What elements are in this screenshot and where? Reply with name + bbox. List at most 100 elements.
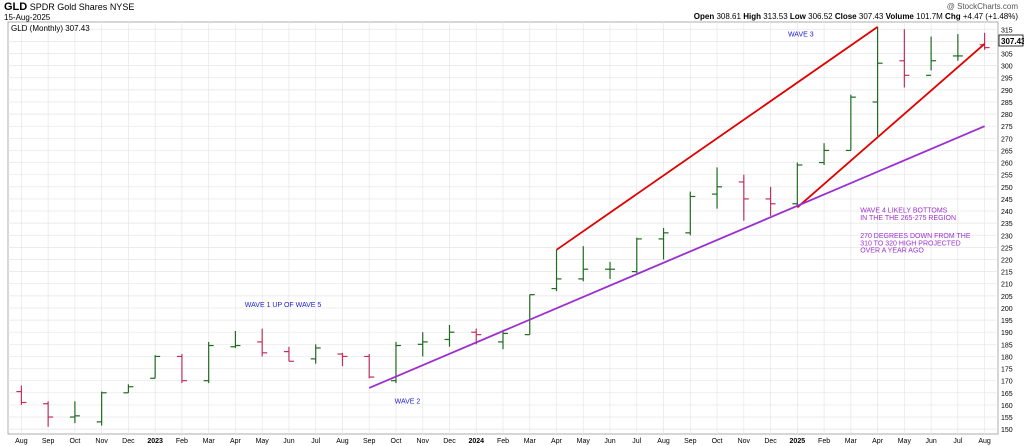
y-tick-label: 180 xyxy=(1001,354,1013,361)
x-tick-label: Sep xyxy=(684,438,697,445)
high-label: High xyxy=(743,12,761,21)
chg-value: +4.47 (+1.48%) xyxy=(962,12,1018,21)
x-tick-label: Aug xyxy=(978,438,991,445)
y-tick-label: 150 xyxy=(1001,427,1013,434)
x-tick-label: Apr xyxy=(230,438,242,445)
x-tick-label: Dec xyxy=(443,438,456,445)
ohlc-bar xyxy=(283,346,294,362)
channel-lower xyxy=(796,43,986,209)
ohlc-bar xyxy=(819,143,830,165)
x-tick-label: 2025 xyxy=(790,438,806,445)
open-value: 308.61 xyxy=(716,12,741,21)
ohlc-bar xyxy=(765,186,776,216)
x-tick-label: Jun xyxy=(283,438,294,445)
y-tick-label: 270 xyxy=(1001,136,1013,143)
ohlc-bar xyxy=(872,26,883,136)
ohlc-bar xyxy=(257,328,268,357)
low-label: Low xyxy=(789,12,806,21)
y-tick-label: 240 xyxy=(1001,209,1013,216)
x-tick-label: Jun xyxy=(604,438,615,445)
security-name: SPDR Gold Shares xyxy=(29,2,108,12)
x-tick-label: Aug xyxy=(657,438,670,445)
chg-label: Chg xyxy=(945,12,961,21)
ohlc-bar xyxy=(444,324,455,347)
annotation-text: 310 TO 320 HIGH PROJECTED xyxy=(860,240,961,247)
trend-lines xyxy=(368,26,986,389)
x-tick-label: 2023 xyxy=(147,438,163,445)
ohlc-bar xyxy=(658,228,669,260)
y-tick-label: 230 xyxy=(1001,233,1013,240)
x-tick-label: Jul xyxy=(632,438,641,445)
ohlc-bar xyxy=(337,352,348,367)
ohlc-bar xyxy=(605,261,616,279)
annotation-text: WAVE 4 LIKELY BOTTOMS xyxy=(860,208,947,215)
annotation-text: IN THE THE 265-275 REGION xyxy=(860,215,956,222)
ohlc-bar xyxy=(524,294,535,336)
ohlc-bar xyxy=(364,354,375,379)
y-tick-label: 255 xyxy=(1001,173,1013,180)
annotation-text: WAVE 2 xyxy=(395,399,421,406)
x-tick-label: Nov xyxy=(738,438,751,445)
chart-date: 15-Aug-2025 xyxy=(4,13,51,22)
x-tick-label: Dec xyxy=(764,438,777,445)
ohlc-bar xyxy=(43,401,54,427)
ohlc-bar xyxy=(69,401,80,424)
annotation-text: WAVE 1 UP OF WAVE 5 xyxy=(245,302,322,309)
x-tick-label: Nov xyxy=(95,438,108,445)
y-tick-label: 235 xyxy=(1001,221,1013,228)
x-tick-label: Jun xyxy=(925,438,936,445)
y-tick-label: 250 xyxy=(1001,185,1013,192)
x-tick-label: Aug xyxy=(15,438,28,445)
ohlc-bar xyxy=(631,237,642,275)
y-tick-label: 155 xyxy=(1001,415,1013,422)
volume-value: 101.7M xyxy=(916,12,943,21)
last-price-label: 307.43 xyxy=(1001,37,1024,46)
ohlc-bar xyxy=(96,391,107,426)
ohlc-bars xyxy=(16,26,990,427)
y-tick-label: 295 xyxy=(1001,76,1013,83)
x-tick-label: Mar xyxy=(845,438,858,445)
ohlc-bar xyxy=(578,246,589,282)
y-tick-label: 195 xyxy=(1001,318,1013,325)
x-tick-label: Apr xyxy=(551,438,563,445)
trendline xyxy=(368,125,985,389)
ohlc-bar xyxy=(16,385,27,405)
grid xyxy=(8,22,998,434)
ohlc-bar xyxy=(712,167,723,209)
ohlc-bar xyxy=(551,249,562,292)
high-value: 313.53 xyxy=(763,12,788,21)
x-tick-label: Sep xyxy=(42,438,55,445)
annotation-text: 270 DEGREES DOWN FROM THE xyxy=(860,233,971,240)
close-label: Close xyxy=(834,12,857,21)
annotations: WAVE 1 UP OF WAVE 5 WAVE 2 WAVE 3 WAVE 4 LI… xyxy=(245,32,971,406)
x-tick-label: Dec xyxy=(122,438,135,445)
ohlc-bar xyxy=(176,354,187,384)
ohlc-bar xyxy=(792,162,803,207)
x-tick-label: Oct xyxy=(391,438,402,445)
y-axis-labels: 150 155 160 165 170 175 180 185 190 195 200 205 210 2… xyxy=(1001,27,1013,434)
watermark: @ StockCharts.com xyxy=(946,2,1018,11)
ohlc-bar xyxy=(952,34,963,61)
channel-upper xyxy=(556,26,879,251)
ohlc-bar xyxy=(123,384,134,394)
ohlc-bar xyxy=(203,341,214,384)
y-tick-label: 265 xyxy=(1001,148,1013,155)
y-tick-label: 185 xyxy=(1001,342,1013,349)
volume-label: Volume xyxy=(885,12,914,21)
ohlc-bar xyxy=(738,174,749,221)
x-axis-labels: Aug Sep Oct Nov Dec 2023 Feb Mar Apr May Jun Jul Aug… xyxy=(15,438,991,445)
x-tick-label: Oct xyxy=(712,438,723,445)
ohlc-bar xyxy=(685,191,696,236)
y-tick-label: 190 xyxy=(1001,330,1013,337)
x-tick-label: Jul xyxy=(953,438,962,445)
last-price-marker: 307.43 xyxy=(998,34,1024,47)
x-tick-label: Sep xyxy=(363,438,376,445)
y-tick-label: 175 xyxy=(1001,367,1013,374)
close-value: 307.43 xyxy=(858,12,884,21)
x-tick-label: May xyxy=(577,438,591,445)
series-legend: GLD (Monthly) 307.43 xyxy=(11,24,90,33)
y-tick-label: 165 xyxy=(1001,391,1013,398)
ohlc-readout: Open 308.61 High 313.53 Low 306.52 Close… xyxy=(694,12,1018,22)
y-tick-label: 215 xyxy=(1001,270,1013,277)
